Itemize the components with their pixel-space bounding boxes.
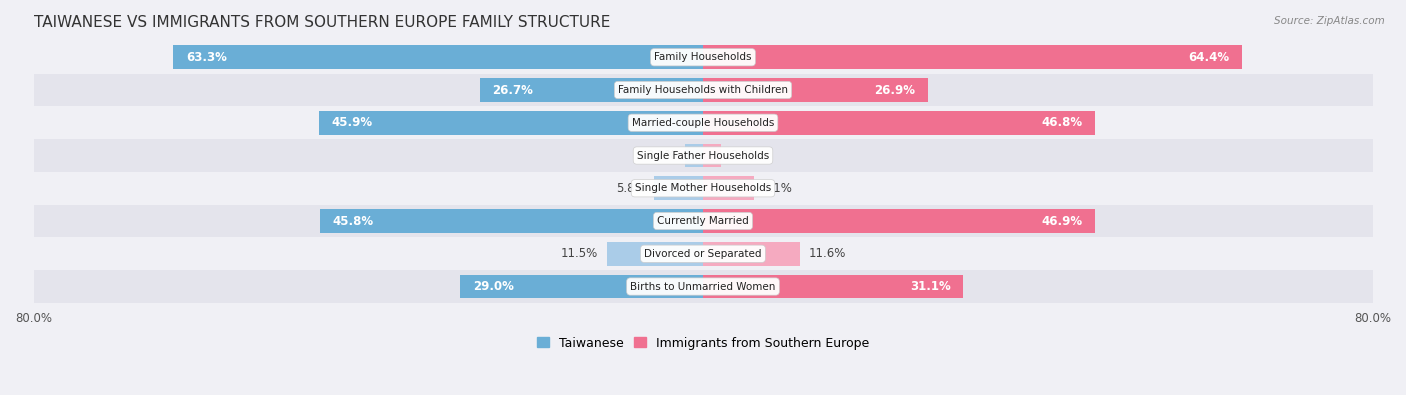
Text: 2.2%: 2.2% <box>730 149 759 162</box>
Bar <box>703 275 963 298</box>
Bar <box>607 242 703 265</box>
Bar <box>703 177 754 200</box>
FancyBboxPatch shape <box>34 106 1372 139</box>
Text: 46.8%: 46.8% <box>1040 116 1083 129</box>
FancyBboxPatch shape <box>34 139 1372 172</box>
Text: TAIWANESE VS IMMIGRANTS FROM SOUTHERN EUROPE FAMILY STRUCTURE: TAIWANESE VS IMMIGRANTS FROM SOUTHERN EU… <box>34 15 610 30</box>
Text: 26.9%: 26.9% <box>875 83 915 96</box>
Text: 29.0%: 29.0% <box>472 280 513 293</box>
FancyBboxPatch shape <box>34 205 1372 237</box>
Text: 2.2%: 2.2% <box>647 149 676 162</box>
Text: 5.8%: 5.8% <box>616 182 647 195</box>
Bar <box>685 144 703 167</box>
Text: 26.7%: 26.7% <box>492 83 533 96</box>
Bar <box>319 209 703 233</box>
Bar <box>703 111 1095 135</box>
Text: 11.6%: 11.6% <box>808 247 846 260</box>
Bar <box>703 78 928 102</box>
Legend: Taiwanese, Immigrants from Southern Europe: Taiwanese, Immigrants from Southern Euro… <box>537 337 869 350</box>
Text: Births to Unmarried Women: Births to Unmarried Women <box>630 282 776 292</box>
Bar <box>173 45 703 69</box>
Bar <box>460 275 703 298</box>
Text: 46.9%: 46.9% <box>1042 214 1083 228</box>
Bar <box>319 111 703 135</box>
FancyBboxPatch shape <box>34 172 1372 205</box>
Text: 63.3%: 63.3% <box>186 51 226 64</box>
Text: Married-couple Households: Married-couple Households <box>631 118 775 128</box>
FancyBboxPatch shape <box>34 270 1372 303</box>
Text: 64.4%: 64.4% <box>1188 51 1229 64</box>
Text: Family Households: Family Households <box>654 52 752 62</box>
Text: 31.1%: 31.1% <box>910 280 950 293</box>
Bar <box>703 144 721 167</box>
Text: Single Mother Households: Single Mother Households <box>636 183 770 193</box>
Bar <box>654 177 703 200</box>
Text: 6.1%: 6.1% <box>762 182 793 195</box>
FancyBboxPatch shape <box>34 41 1372 73</box>
FancyBboxPatch shape <box>34 73 1372 106</box>
Bar <box>703 209 1095 233</box>
Bar <box>703 45 1241 69</box>
Text: 45.9%: 45.9% <box>332 116 373 129</box>
Bar <box>479 78 703 102</box>
Text: Family Households with Children: Family Households with Children <box>619 85 787 95</box>
Text: 45.8%: 45.8% <box>332 214 374 228</box>
Text: Source: ZipAtlas.com: Source: ZipAtlas.com <box>1274 16 1385 26</box>
FancyBboxPatch shape <box>34 237 1372 270</box>
Text: Currently Married: Currently Married <box>657 216 749 226</box>
Text: Divorced or Separated: Divorced or Separated <box>644 249 762 259</box>
Text: 11.5%: 11.5% <box>561 247 599 260</box>
Bar <box>703 242 800 265</box>
Text: Single Father Households: Single Father Households <box>637 150 769 160</box>
